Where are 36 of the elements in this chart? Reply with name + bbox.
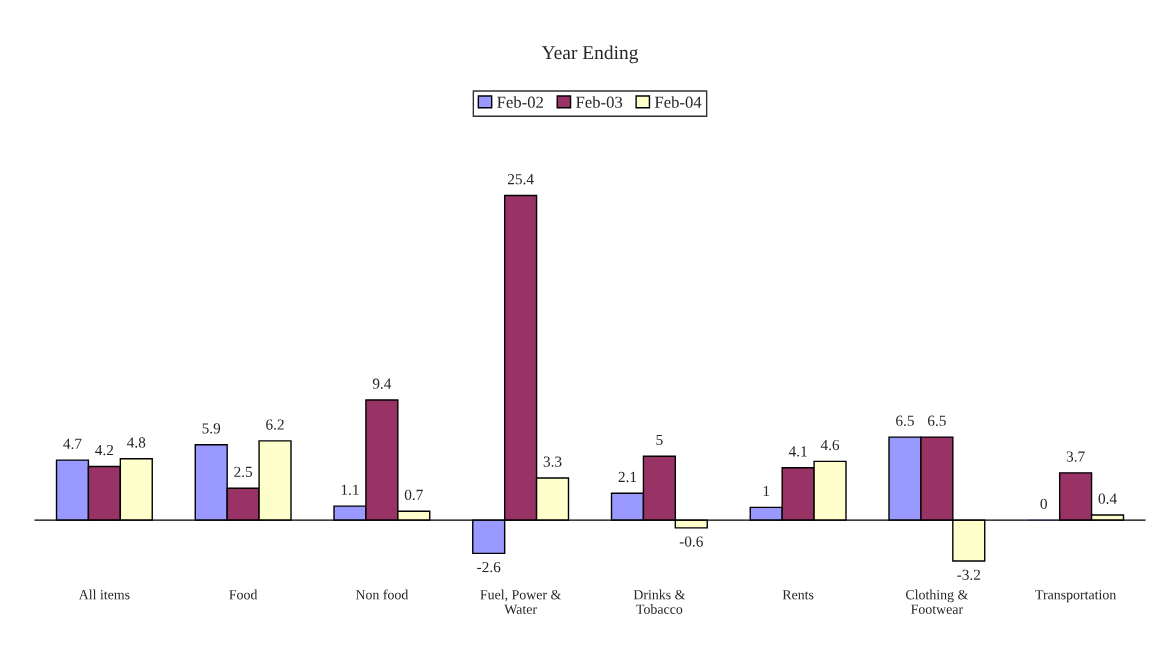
data-label: 6.2 [266, 419, 284, 430]
data-label: 4.2 [95, 445, 114, 456]
x-tick-label: Transportation [1035, 590, 1117, 603]
data-label: 6.5 [927, 415, 946, 426]
legend-label: Feb-03 [576, 96, 623, 108]
data-label: 6.5 [896, 415, 914, 426]
x-tick-label: Non food [355, 589, 409, 600]
chart-title: Year Ending [541, 45, 639, 64]
data-label: 1 [763, 485, 770, 497]
data-label: 0.7 [404, 489, 423, 501]
data-label: -3.2 [957, 569, 981, 580]
data-label: 1.1 [341, 484, 359, 495]
x-tick-label: Fuel, Power & Water [480, 589, 562, 614]
data-label: 9.4 [372, 378, 392, 389]
legend-label: Feb-04 [654, 96, 702, 108]
data-label: 0 [1040, 498, 1047, 509]
data-label: 0.4 [1098, 493, 1117, 504]
x-tick-label: Clothing & Footwear [906, 589, 969, 614]
data-label: 4.1 [788, 446, 807, 457]
data-label: 5.9 [202, 423, 221, 434]
data-label: 5 [656, 434, 663, 446]
x-tick-label: Food [229, 589, 258, 600]
data-label: 4.7 [63, 438, 82, 449]
data-label: -2.6 [477, 561, 501, 573]
x-tick-label: Drinks & Tobacco [633, 589, 686, 614]
data-label: 2.1 [618, 471, 637, 483]
data-label: 4.8 [127, 437, 146, 448]
legend-label: Feb-02 [497, 96, 543, 108]
data-label: 3.3 [543, 456, 562, 467]
data-label: 3.7 [1066, 451, 1085, 462]
x-tick-label: Rents [782, 590, 814, 600]
x-tick-label: All items [78, 589, 130, 600]
data-label: -0.6 [679, 536, 703, 547]
data-label: 2.5 [234, 466, 253, 478]
data-label: 25.4 [507, 174, 534, 185]
data-label: 4.6 [820, 439, 840, 451]
